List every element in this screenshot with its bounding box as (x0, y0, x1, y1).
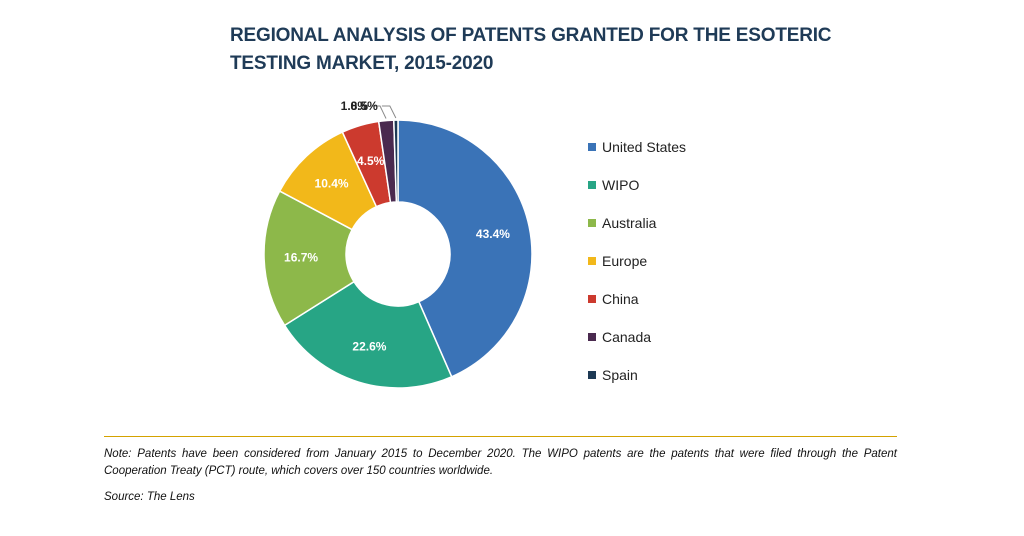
legend-label: Europe (602, 253, 648, 269)
legend-item: Canada (588, 318, 686, 356)
chart-source: Source: The Lens (104, 491, 195, 503)
slice-spain (393, 119, 399, 203)
data-label: 43.4% (476, 227, 510, 241)
chart-legend: United States WIPO Australia Europe China Can… (588, 128, 686, 394)
legend-item: Europe (588, 242, 686, 280)
legend-label: United States (602, 139, 687, 155)
legend-item: Australia (588, 204, 686, 242)
chart-note: Note: Patents have been considered from … (104, 448, 897, 477)
legend-item: WIPO (588, 166, 686, 204)
legend-swatch (588, 181, 596, 189)
legend-label: Canada (602, 329, 652, 345)
data-label: 0.5% (351, 99, 379, 113)
legend-swatch (588, 143, 596, 151)
slice-wipo (283, 280, 453, 389)
legend-label: WIPO (602, 177, 640, 193)
data-label: 4.5% (357, 154, 385, 168)
data-label: 1.8% (341, 99, 369, 113)
legend-label: Spain (602, 367, 638, 383)
slice-united-states (397, 119, 533, 378)
data-label: 10.4% (315, 176, 349, 190)
divider (104, 436, 897, 437)
legend-swatch (588, 371, 596, 379)
leader-line (372, 105, 387, 119)
legend-label: Australia (602, 215, 657, 231)
legend-swatch (588, 219, 596, 227)
data-label: 22.6% (352, 340, 386, 354)
legend-label: China (602, 291, 639, 307)
data-label: 16.7% (284, 251, 318, 265)
legend-item: United States (588, 128, 686, 166)
leader-line (381, 105, 397, 119)
legend-swatch (588, 257, 596, 265)
slice-australia (263, 190, 356, 327)
chart-title: REGIONAL ANALYSIS OF PATENTS GRANTED FOR… (230, 25, 832, 74)
legend-swatch (588, 295, 596, 303)
legend-item: Spain (588, 356, 686, 394)
legend-swatch (588, 333, 596, 341)
legend-item: China (588, 280, 686, 318)
